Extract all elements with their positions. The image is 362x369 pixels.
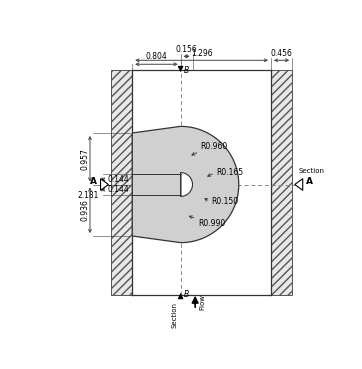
Text: A: A: [306, 177, 313, 186]
Text: 1.296: 1.296: [191, 49, 212, 58]
Polygon shape: [101, 179, 109, 190]
Bar: [271, 69, 292, 296]
Text: Section: Section: [172, 302, 178, 328]
Text: 0.456: 0.456: [271, 49, 292, 58]
Text: A: A: [90, 177, 97, 186]
Text: R0.150: R0.150: [211, 197, 238, 206]
Text: 2.181: 2.181: [78, 191, 99, 200]
Text: 0.804: 0.804: [146, 52, 167, 61]
Polygon shape: [132, 126, 239, 243]
Text: B: B: [184, 290, 189, 299]
Text: 0.957: 0.957: [81, 148, 90, 170]
Polygon shape: [295, 179, 303, 190]
Text: Flow: Flow: [199, 294, 205, 310]
Text: R0.990: R0.990: [198, 219, 225, 228]
Text: R0.165: R0.165: [216, 168, 243, 177]
Text: 0.144: 0.144: [107, 175, 129, 184]
Text: B: B: [184, 66, 189, 75]
Text: 0.156: 0.156: [176, 45, 197, 54]
Text: 0.144: 0.144: [107, 185, 129, 194]
Text: Section: Section: [299, 168, 325, 174]
Text: R0.960: R0.960: [201, 142, 228, 151]
Polygon shape: [181, 173, 193, 196]
Text: 0.936: 0.936: [81, 199, 90, 221]
Bar: [111, 69, 132, 296]
